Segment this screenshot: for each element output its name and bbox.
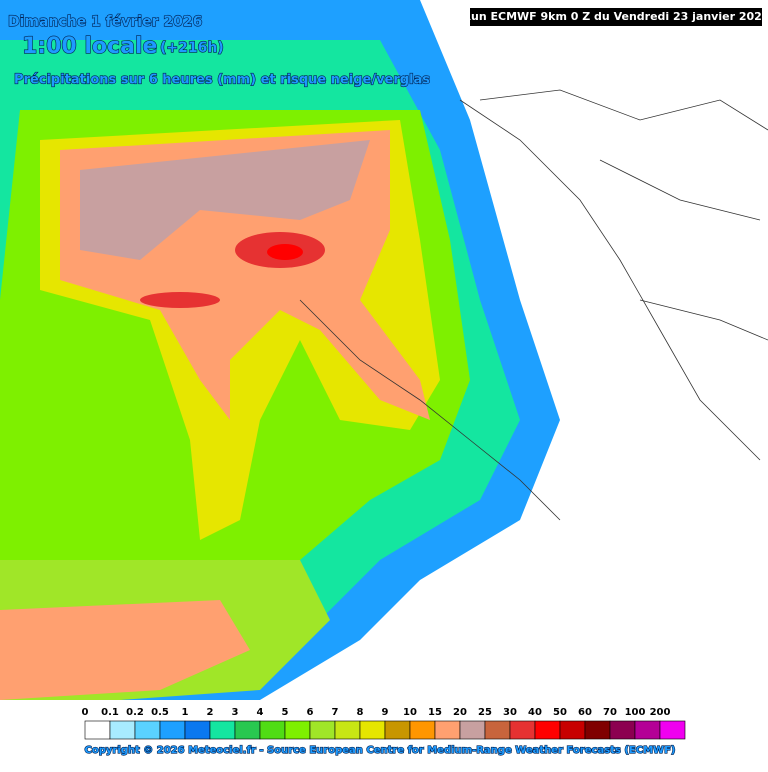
time: 1:00 locale (22, 34, 157, 59)
legend-label: 20 (453, 707, 467, 718)
legend-label: 4 (257, 707, 264, 718)
legend-swatch (559, 720, 586, 740)
borders (299, 89, 768, 521)
legend-label: 15 (428, 707, 442, 718)
legend-swatch (309, 720, 336, 740)
legend-label: 60 (578, 707, 592, 718)
legend-swatch (259, 720, 286, 740)
legend-swatch (584, 720, 611, 740)
legend-swatch (84, 720, 111, 740)
legend-label: 6 (307, 707, 314, 718)
border (479, 89, 768, 341)
legend-swatch (234, 720, 261, 740)
legend-swatch (134, 720, 161, 740)
legend-swatch (159, 720, 186, 740)
area-15 (0, 600, 250, 700)
legend-label: 8 (357, 707, 364, 718)
legend-swatch (484, 720, 511, 740)
run-box (470, 8, 762, 26)
legend-label: 1 (182, 707, 189, 718)
area-30 (140, 292, 220, 308)
legend: 0 0.1 0.2 0.5 1 2 3 4 5 6 7 8 9 10 15 20 25 30 40 50 60 70 100… (82, 707, 686, 740)
coastline (299, 299, 561, 521)
legend-label: 70 (603, 707, 617, 718)
area-40 (267, 244, 303, 260)
lead-time: (+216h) (160, 40, 224, 56)
legend-label: 100 (625, 707, 646, 718)
legend-label: 9 (382, 707, 389, 718)
legend-swatch (284, 720, 311, 740)
legend-label: 25 (478, 707, 492, 718)
legend-swatch (109, 720, 136, 740)
legend-swatch (334, 720, 361, 740)
legend-swatch (359, 720, 386, 740)
legend-swatch (659, 720, 686, 740)
legend-label: 7 (332, 707, 339, 718)
legend-swatch (409, 720, 436, 740)
legend-swatch (434, 720, 461, 740)
date: Dimanche 1 février 2026 (8, 14, 202, 30)
legend-swatch (509, 720, 536, 740)
run-info: Run ECMWF 9km 0 Z du Vendredi 23 janvier… (463, 10, 768, 23)
legend-swatch (184, 720, 211, 740)
legend-label: 200 (650, 707, 671, 718)
legend-swatch (209, 720, 236, 740)
legend-swatch (459, 720, 486, 740)
legend-label: 0.1 (101, 707, 119, 718)
legend-label: 3 (232, 707, 239, 718)
copyright: Copyright © 2026 Meteociel.fr - Source E… (85, 745, 676, 756)
legend-label: 5 (282, 707, 289, 718)
legend-label: 0.2 (126, 707, 144, 718)
precip-field (0, 0, 560, 700)
legend-label: 50 (553, 707, 567, 718)
legend-label: 2 (207, 707, 214, 718)
area-20 (80, 140, 370, 260)
legend-label: 0.5 (151, 707, 169, 718)
legend-swatch (384, 720, 411, 740)
legend-label: 10 (403, 707, 417, 718)
legend-label: 0 (82, 707, 89, 718)
legend-swatch (634, 720, 661, 740)
legend-label: 30 (503, 707, 517, 718)
legend-label: 40 (528, 707, 542, 718)
legend-swatch (609, 720, 636, 740)
coastline (459, 99, 761, 461)
legend-swatch (534, 720, 561, 740)
subtitle: Précipitations sur 6 heures (mm) et risq… (14, 73, 430, 88)
